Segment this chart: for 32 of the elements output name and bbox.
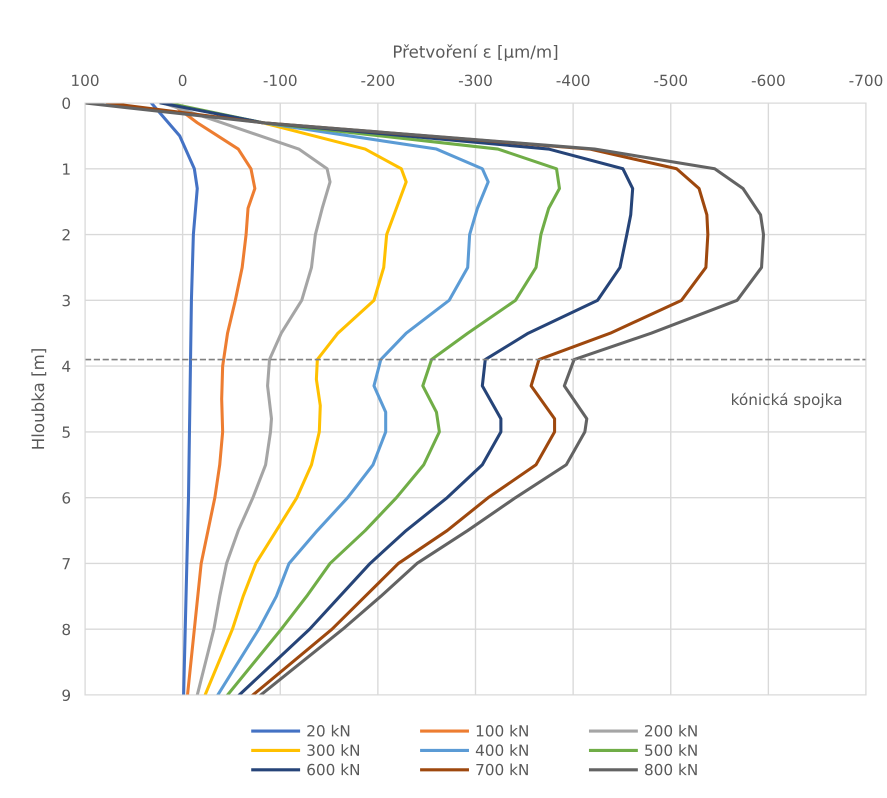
legend-label: 20 kN [307, 724, 350, 737]
y-tick-label: 1 [63, 163, 70, 175]
y-tick-label: 2 [62, 229, 70, 240]
legend-label: 800 kN [645, 764, 697, 776]
legend-label: 700 kN [476, 764, 528, 776]
x-tick-label: -300 [458, 74, 492, 86]
legend-label: 200 kN [645, 724, 697, 737]
y-tick-label: 4 [62, 360, 70, 372]
x-tick-label: -700 [849, 74, 882, 86]
y-tick-label: 7 [62, 558, 70, 570]
ref-line-label: kónická spojka [732, 392, 842, 408]
y-tick-label: 9 [62, 689, 70, 702]
y-tick-label: 0 [62, 97, 70, 110]
legend-label: 600 kN [307, 764, 360, 776]
y-tick-label: 5 [62, 426, 70, 438]
x-tick-label: -400 [556, 74, 590, 86]
x-tick-label: -600 [752, 74, 785, 86]
x-axis-title: Přetvoření ε [μm/m] [394, 44, 558, 62]
x-tick-label: 100 [72, 74, 99, 86]
y-tick-label: 6 [62, 492, 70, 504]
x-tick-label: -500 [654, 74, 688, 86]
legend-label: 500 kN [645, 744, 697, 756]
x-tick-label: -100 [264, 74, 297, 86]
line-series [150, 103, 199, 695]
y-tick-label: 8 [62, 624, 70, 636]
legend-label: 400 kN [476, 744, 528, 756]
legend-label: 300 kN [307, 744, 360, 756]
x-tick-label: 0 [178, 74, 186, 86]
x-tick-label: -200 [361, 74, 394, 86]
legend-label: 100 kN [476, 724, 528, 737]
y-axis-title: Hloubka [m] [31, 349, 46, 449]
y-tick-label: 3 [62, 294, 70, 306]
